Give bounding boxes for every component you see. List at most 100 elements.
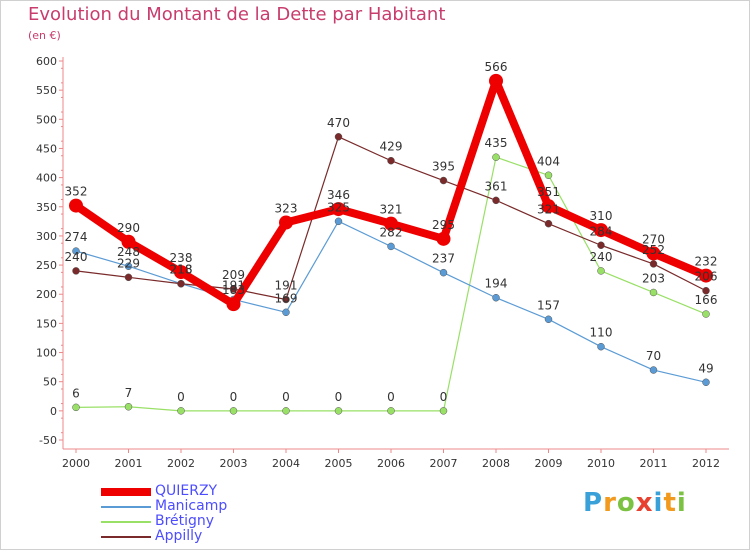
legend-label: QUIERZY [155,483,218,499]
data-label: 325 [327,200,350,214]
data-label: 240 [590,250,613,264]
x-tick-label: 2001 [115,457,143,470]
data-point [492,293,500,302]
data-point [702,378,710,387]
data-label: 323 [275,202,298,216]
logo-letter: r [603,488,617,518]
y-tick-label: 200 [36,288,57,301]
logo-letter: x [635,488,654,518]
data-label: 395 [432,160,455,174]
data-label: 206 [695,270,718,284]
series-quierzy [69,73,713,312]
data-point [702,286,710,295]
y-tick-label: 450 [36,142,57,155]
data-label: 351 [537,185,560,199]
data-label: 284 [590,224,613,238]
series-layer [69,73,713,415]
data-label: 346 [327,188,350,202]
data-label: 218 [170,263,193,277]
data-point [544,171,553,180]
data-point [72,267,80,275]
x-tick-label: 2002 [167,457,195,470]
data-point [282,407,290,415]
data-point [597,241,605,250]
data-label: 0 [177,390,185,404]
x-tick-label: 2007 [430,457,458,470]
data-label: 248 [117,245,140,259]
x-tick-label: 2012 [692,457,720,470]
data-point [384,216,398,231]
data-point [177,407,185,415]
data-label: 209 [222,268,245,282]
data-label: 169 [275,291,298,305]
data-label: 191 [222,278,245,292]
data-label: 157 [537,298,560,312]
data-label: 6 [72,386,80,400]
data-label: 470 [327,116,350,130]
data-point [331,202,346,217]
y-tick-label: 350 [36,201,57,214]
data-point [334,217,343,226]
legend-swatch [101,536,151,538]
proxiti-logo: Proxiti [583,488,687,518]
data-label: 7 [125,386,133,400]
data-label: 218 [170,263,193,277]
data-point [72,403,80,412]
data-point [387,407,395,415]
data-labels-layer: 3522902381833233463212955663513102702322… [65,60,718,404]
data-point [439,407,448,415]
data-label: 435 [485,136,508,150]
data-point [124,273,133,282]
data-label: 321 [380,203,403,217]
data-point [646,246,661,261]
data-point [544,219,553,228]
data-label: 295 [432,218,455,232]
data-point [492,196,500,205]
y-tick-label: 600 [36,55,57,68]
x-tick-label: 2000 [62,457,90,470]
data-label: 232 [695,255,718,269]
series-appilly [72,133,710,304]
data-point [699,268,713,283]
axes: -500501001502002503003504004505005506002… [36,55,729,470]
data-label: 352 [65,185,88,199]
legend-label: Manicamp [155,498,228,514]
data-label: 0 [282,390,290,404]
data-label: 290 [117,221,140,235]
y-tick-label: -50 [39,434,57,447]
data-point [124,403,133,411]
logo-letter: t [663,488,677,518]
data-point [489,73,503,88]
data-label: 191 [275,278,298,292]
data-label: 282 [380,225,403,239]
data-label: 49 [698,361,713,375]
data-label: 310 [590,209,613,223]
x-tick-label: 2008 [482,457,510,470]
logo-letter: P [583,488,604,518]
data-label: 429 [380,140,403,154]
data-label: 0 [335,390,343,404]
data-point [649,260,658,268]
y-tick-label: 500 [36,113,57,126]
data-point [492,153,500,161]
data-label: 404 [537,154,560,168]
chart-subtitle: (en €) [28,29,61,42]
series-br-tigny [72,153,710,415]
data-label: 361 [485,179,508,193]
legend-swatch [101,506,151,508]
data-point [597,342,605,351]
data-point [177,279,185,288]
x-tick-label: 2003 [220,457,248,470]
logo-letter: i [676,488,687,518]
data-point [541,199,556,214]
data-point [229,285,238,293]
data-label: 252 [642,243,665,257]
data-point [124,262,133,270]
data-point [387,242,395,251]
data-point [649,288,658,297]
data-point [436,231,451,246]
data-label: 194 [485,277,508,291]
data-label: 274 [65,230,88,244]
